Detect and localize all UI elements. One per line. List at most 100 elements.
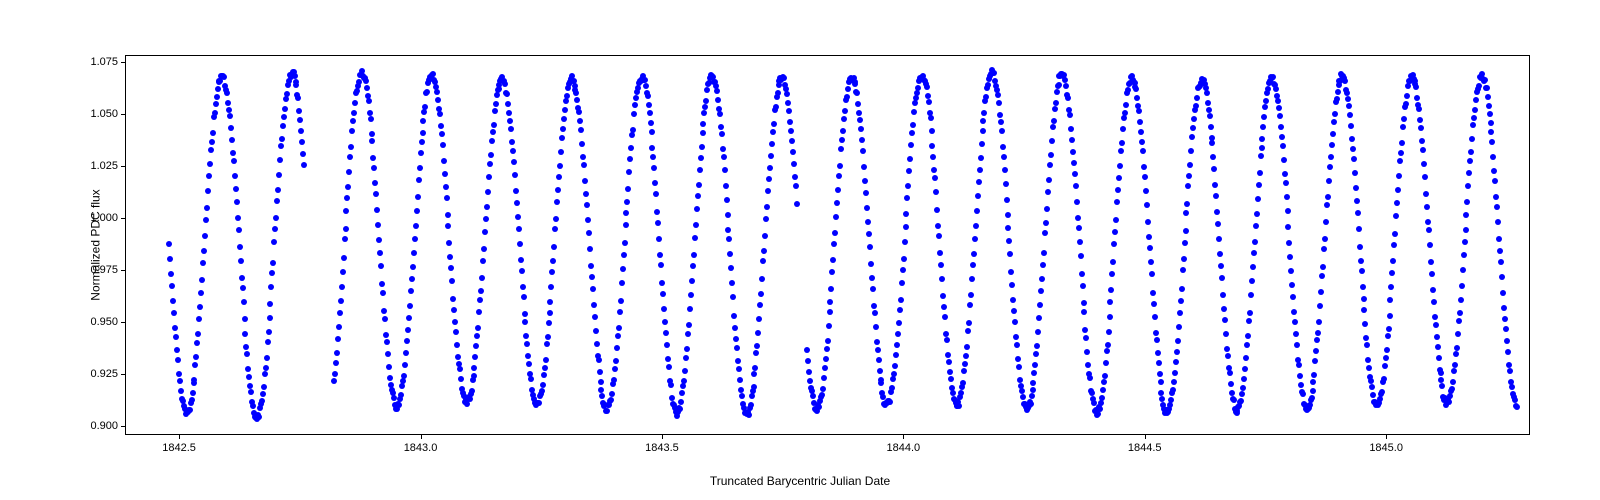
scatter-point <box>269 270 275 276</box>
scatter-point <box>1322 236 1328 242</box>
scatter-point <box>166 241 172 247</box>
y-axis-label: Normalized PDC flux <box>89 189 103 300</box>
scatter-point <box>1281 157 1287 163</box>
scatter-point <box>868 261 874 267</box>
scatter-point <box>781 75 787 81</box>
scatter-point <box>1083 335 1089 341</box>
scatter-point <box>726 236 732 242</box>
scatter-point <box>1255 196 1261 202</box>
scatter-point <box>194 340 200 346</box>
scatter-point <box>598 379 604 385</box>
scatter-point <box>1453 351 1459 357</box>
scatter-point <box>1079 271 1085 277</box>
scatter-point <box>348 144 354 150</box>
scatter-point <box>1156 360 1162 366</box>
scatter-point <box>1006 238 1012 244</box>
scatter-point <box>1488 129 1494 135</box>
scatter-point <box>1361 296 1367 302</box>
scatter-point <box>369 131 375 137</box>
scatter-point <box>379 281 385 287</box>
scatter-point <box>447 254 453 260</box>
scatter-point <box>609 391 615 397</box>
scatter-point <box>545 334 551 340</box>
scatter-point <box>518 257 524 263</box>
scatter-point <box>1500 290 1506 296</box>
scatter-point <box>1438 377 1444 383</box>
scatter-point <box>240 285 246 291</box>
scatter-point <box>757 302 763 308</box>
scatter-point <box>891 371 897 377</box>
scatter-point <box>1005 225 1011 231</box>
scatter-point <box>1142 174 1148 180</box>
scatter-point <box>939 276 945 282</box>
scatter-point <box>894 342 900 348</box>
scatter-point <box>1138 129 1144 135</box>
scatter-point <box>876 357 882 363</box>
scatter-point <box>1258 153 1264 159</box>
scatter-point <box>620 266 626 272</box>
scatter-point <box>1384 347 1390 353</box>
scatter-point <box>372 180 378 186</box>
scatter-point <box>1073 183 1079 189</box>
scatter-point <box>1270 74 1276 80</box>
scatter-point <box>717 111 723 117</box>
scatter-point <box>1351 156 1357 162</box>
scatter-point <box>1347 112 1353 118</box>
scatter-point <box>618 298 624 304</box>
scatter-point <box>1188 148 1194 154</box>
scatter-point <box>1019 388 1025 394</box>
scatter-point <box>763 216 769 222</box>
scatter-point <box>554 199 560 205</box>
scatter-point <box>398 392 404 398</box>
scatter-point <box>946 359 952 365</box>
scatter-point <box>722 167 728 173</box>
scatter-point <box>721 154 727 160</box>
scatter-point <box>261 384 267 390</box>
scatter-point <box>1107 314 1113 320</box>
scatter-point <box>172 325 178 331</box>
scatter-point <box>336 324 342 330</box>
scatter-point <box>858 126 864 132</box>
scatter-point <box>703 98 709 104</box>
scatter-point <box>1206 107 1212 113</box>
scatter-point <box>525 353 531 359</box>
scatter-point <box>930 154 936 160</box>
scatter-point <box>542 365 548 371</box>
scatter-point <box>1068 126 1074 132</box>
scatter-point <box>937 250 943 256</box>
scatter-point <box>262 371 268 377</box>
scatter-point <box>699 144 705 150</box>
scatter-point <box>651 165 657 171</box>
scatter-point <box>1395 187 1401 193</box>
scatter-point <box>295 95 301 101</box>
scatter-point <box>578 127 584 133</box>
scatter-point <box>1260 124 1266 130</box>
scatter-point <box>661 306 667 312</box>
scatter-point <box>405 327 411 333</box>
scatter-point <box>265 339 271 345</box>
scatter-point <box>1075 215 1081 221</box>
scatter-point <box>458 376 464 382</box>
scatter-point <box>623 222 629 228</box>
scatter-point <box>770 129 776 135</box>
scatter-point <box>190 390 196 396</box>
scatter-point <box>268 284 274 290</box>
scatter-point <box>870 286 876 292</box>
scatter-point <box>980 118 986 124</box>
scatter-point <box>273 215 279 221</box>
scatter-point <box>1257 170 1263 176</box>
scatter-point <box>1242 366 1248 372</box>
scatter-point <box>1047 162 1053 168</box>
scatter-point <box>686 322 692 328</box>
scatter-point <box>505 101 511 107</box>
scatter-point <box>1183 210 1189 216</box>
scatter-point <box>418 150 424 156</box>
scatter-point <box>597 369 603 375</box>
scatter-point <box>958 390 964 396</box>
scatter-point <box>383 332 389 338</box>
scatter-point <box>1398 150 1404 156</box>
scatter-point <box>769 141 775 147</box>
scatter-point <box>552 226 558 232</box>
scatter-point <box>590 286 596 292</box>
scatter-point <box>454 342 460 348</box>
